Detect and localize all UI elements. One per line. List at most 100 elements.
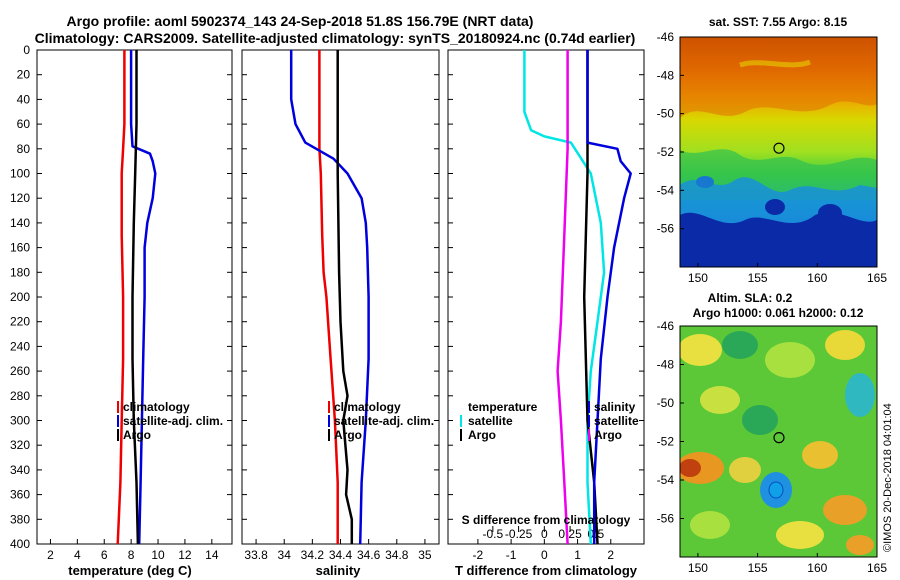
depth-tick-label: 60: [17, 117, 31, 131]
depth-tick-label: 40: [17, 92, 31, 106]
legend-satellite: satellite-adj. clim.: [123, 414, 223, 428]
x-tick-label: 8: [128, 548, 135, 562]
s-tick-label: 0: [541, 527, 548, 541]
legend-sal-satellite: satellite: [594, 414, 639, 428]
lon-tick-label: 165: [867, 271, 887, 285]
lon-tick-label: 165: [867, 561, 887, 575]
x-tick-label: 34.4: [329, 548, 353, 562]
depth-tick-label: 240: [10, 339, 30, 353]
legend-temperature-title: temperature: [468, 400, 538, 414]
difference-lines: [523, 50, 632, 545]
legend-salinity-title: salinity: [594, 400, 636, 414]
series-argo-salinity: [556, 50, 569, 545]
depth-tick-label: 300: [10, 414, 30, 428]
sla-field: [680, 326, 877, 557]
sla-map: Altim. SLA: 0.2 Argo h1000: 0.061 h2000:…: [657, 291, 888, 575]
series-satellite-adj-clim-: [289, 50, 370, 545]
lon-tick-label: 155: [748, 561, 768, 575]
lat-tick-label: -46: [657, 319, 675, 333]
sst-map-title: sat. SST: 7.55 Argo: 8.15: [709, 15, 848, 29]
x-tick-label: 34.2: [301, 548, 325, 562]
series-argo: [131, 50, 140, 545]
x-tick-label: 4: [74, 548, 81, 562]
difference-legend-temperature: temperature satellite Argo: [460, 400, 538, 442]
series-satellite-salinity: [586, 50, 632, 544]
depth-axis: 0 20 40 60 80 100 120 140 160 180 200 220 240 260 280 3…: [10, 43, 644, 551]
x-tick-label: 10: [151, 548, 165, 562]
temperature-axes-frame: [36, 49, 233, 545]
difference-legend-salinity: salinity satellite Argo: [588, 400, 639, 442]
temperature-panel: 0204060801001201401601802002202402602803…: [10, 43, 644, 578]
depth-tick-label: 20: [17, 68, 31, 82]
sst-field: [680, 37, 877, 267]
depth-tick-label: 80: [17, 142, 31, 156]
legend-climatology: climatology: [334, 400, 401, 414]
salinity-lines: [289, 50, 370, 545]
depth-tick-label: 0: [23, 43, 30, 57]
x-tick-label: -1: [506, 548, 517, 562]
temperature-legend: climatology satellite-adj. clim. Argo: [117, 400, 223, 442]
x-tick-label: 33.8: [244, 548, 268, 562]
lat-tick-label: -56: [657, 512, 675, 526]
depth-tick-label: 380: [10, 512, 30, 526]
depth-tick-label: 260: [10, 364, 30, 378]
lon-tick-label: 155: [748, 271, 768, 285]
x-tick-label: 14: [205, 548, 219, 562]
lat-tick-label: -52: [657, 145, 675, 159]
temperature-lines: [116, 50, 157, 545]
legend-temp-satellite: satellite: [468, 414, 513, 428]
lat-tick-label: -56: [657, 222, 675, 236]
depth-tick-label: 200: [10, 290, 30, 304]
salinity-x-axis: 33.8 34 34.2 34.4 34.6 34.8 35: [244, 539, 432, 562]
argo-location-marker: [773, 142, 785, 154]
legend-argo: Argo: [123, 428, 151, 442]
sst-map-axes: -46 -48 -50 -52 -54 -56 150 155 160 165: [657, 30, 888, 285]
sst-map: sat. SST: 7.55 Argo: 8.15 -46 -48 -50 -52 -5…: [657, 15, 888, 285]
x-tick-label: 12: [178, 548, 192, 562]
depth-tick-label: 120: [10, 191, 30, 205]
x-tick-label: 2: [47, 548, 54, 562]
sla-map-axes: -46 -48 -50 -52 -54 -56 150 155 160 165: [657, 319, 888, 575]
x-tick-label: 0: [541, 548, 548, 562]
x-tick-label: -2: [473, 548, 484, 562]
depth-tick-label: 220: [10, 315, 30, 329]
salinity-xlabel: salinity: [316, 563, 362, 578]
sla-map-title-line2: Argo h1000: 0.061 h2000: 0.12: [693, 306, 864, 320]
depth-tick-label: 280: [10, 389, 30, 403]
series-climatology: [318, 50, 339, 544]
depth-tick-label: 140: [10, 216, 30, 230]
lon-tick-label: 160: [807, 271, 827, 285]
lat-tick-label: -54: [657, 473, 675, 487]
legend-argo: Argo: [334, 428, 362, 442]
depth-tick-label: 340: [10, 463, 30, 477]
salinity-panel: 33.8 34 34.2 34.4 34.6 34.8 35 salinity climat…: [241, 49, 440, 578]
lat-tick-label: -48: [657, 68, 675, 82]
title-line2: Climatology: CARS2009. Satellite-adjuste…: [35, 30, 636, 46]
lon-tick-label: 160: [807, 561, 827, 575]
series-argo: [336, 50, 354, 544]
difference-xlabel: T difference from climatology: [455, 563, 638, 578]
lat-tick-label: -50: [657, 396, 675, 410]
s-tick-label: -0.25: [505, 527, 533, 541]
lon-tick-label: 150: [688, 561, 708, 575]
x-tick-label: 2: [607, 548, 614, 562]
x-tick-label: 35: [418, 548, 432, 562]
depth-tick-label: 320: [10, 438, 30, 452]
x-tick-label: 6: [101, 548, 108, 562]
depth-tick-label: 160: [10, 241, 30, 255]
lat-tick-label: -48: [657, 358, 675, 372]
series-climatology: [116, 50, 126, 545]
lat-tick-label: -46: [657, 30, 675, 44]
difference-axes-frame: [447, 49, 645, 545]
depth-tick-label: 360: [10, 488, 30, 502]
legend-temp-argo: Argo: [468, 428, 496, 442]
difference-panel: -2 -1 0 1 2-0.5 -0.25 0 0.25 0.5 T difference fr…: [447, 49, 645, 578]
depth-tick-label: 180: [10, 265, 30, 279]
lon-tick-label: 150: [688, 271, 708, 285]
x-tick-label: 34.8: [385, 548, 409, 562]
depth-tick-label: 400: [10, 537, 30, 551]
legend-satellite: satellite-adj. clim.: [334, 414, 434, 428]
s-tick-label: -0.5: [483, 527, 504, 541]
x-tick-label: 34.6: [357, 548, 381, 562]
